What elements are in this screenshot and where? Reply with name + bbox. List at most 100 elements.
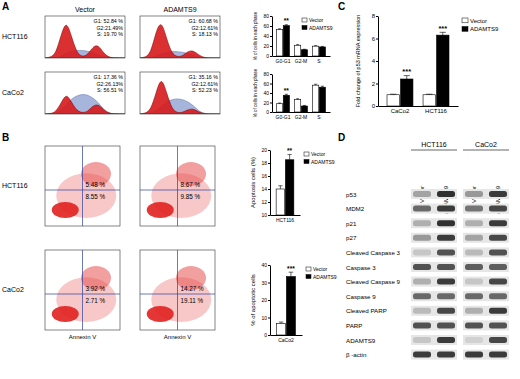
blot-band <box>489 322 507 328</box>
blot-band <box>465 352 483 358</box>
tick: 20 <box>261 147 270 153</box>
cell-line-header: CaCo2 <box>475 141 497 148</box>
tick: G2-M <box>295 58 308 64</box>
x-axis: CaCo2HCT116 <box>379 107 459 115</box>
blot-band <box>437 191 455 197</box>
row-label: CaCo2 <box>2 286 24 293</box>
blot-strip <box>463 189 509 199</box>
phase-stat: S: 56.51 % <box>97 87 123 93</box>
tick-label: G0-G1 <box>275 114 290 120</box>
tick: S <box>317 58 321 64</box>
tick-mark <box>268 150 270 151</box>
bar <box>437 35 449 106</box>
y-axis: 020406080 <box>263 13 272 59</box>
quadrant-line <box>140 190 215 191</box>
tick-label: 20 <box>261 297 267 303</box>
tick-label: 60 <box>263 81 269 87</box>
blot-strip <box>463 218 509 228</box>
histogram-frame <box>45 72 125 114</box>
histogram-marks <box>140 82 220 114</box>
axis-title: Annexin V <box>69 334 96 340</box>
blot-strip <box>463 277 509 287</box>
x-axis: CaCo2 <box>271 336 303 343</box>
bars <box>277 84 326 112</box>
tick-mark <box>268 215 270 216</box>
bar <box>276 189 284 215</box>
tick: 80 <box>263 13 272 19</box>
legend: VectorADAMTS9 <box>302 17 333 31</box>
axis-title: Annexin V <box>164 334 191 340</box>
tick-mark <box>268 176 270 177</box>
tick-label: HCT116 <box>425 108 448 114</box>
protein-label: Cleaved Caspase 3 <box>346 249 401 256</box>
protein-label: β -actin <box>346 351 367 358</box>
protein-label: Cleaved PARP <box>346 307 387 314</box>
blot-band <box>413 220 431 226</box>
blot-strip <box>463 350 509 360</box>
blot-band <box>489 293 507 299</box>
bar <box>387 95 399 106</box>
phase-stat: G1: 17.36 % <box>94 74 124 80</box>
quadrant-line <box>140 294 215 295</box>
legend-label: ADAMTS9 <box>313 274 337 280</box>
quadrant-line <box>82 250 83 330</box>
y-axis: 02468 <box>372 13 379 109</box>
blot-band <box>413 191 431 197</box>
legend: VectorADAMTS9 <box>462 18 499 33</box>
tick-mark <box>376 39 378 40</box>
blot-band <box>413 337 431 343</box>
error-bar <box>287 155 291 160</box>
error-bar <box>278 28 281 30</box>
tick: 12 <box>261 199 270 205</box>
phase-stat: G2:12.61% <box>191 25 218 31</box>
phase-stat: S: 19.70 % <box>97 31 123 37</box>
phase-stat: G1: 60.68 % <box>189 18 219 24</box>
histogram-marks <box>45 25 125 58</box>
tick: 30 <box>261 280 270 286</box>
blot-strip <box>411 189 457 199</box>
tick-mark <box>268 318 270 319</box>
tick: HCT116 <box>425 108 448 114</box>
x-axis: HCT116 <box>271 216 301 223</box>
blot-band <box>489 220 507 226</box>
bar <box>295 45 301 56</box>
tick-label: CaCo2 <box>278 337 294 343</box>
y-axis: 010203040 <box>261 262 270 338</box>
tick: 60 <box>263 23 272 29</box>
error-bar <box>404 76 410 79</box>
blot-band <box>413 264 431 270</box>
blot-strip <box>463 233 509 243</box>
blot-strip <box>411 233 457 243</box>
tick-label: S <box>317 114 321 120</box>
error-bar <box>321 86 324 88</box>
bar-chart: 020406080G0-G1G2-MS% of cells in each ph… <box>253 68 331 119</box>
tick: 40 <box>263 90 272 96</box>
panel-d-blot: HCT116VectorADAMTS9CaCo2VectorADAMTS9p53… <box>346 141 509 360</box>
flow-frame <box>140 146 215 226</box>
tick-mark <box>268 335 270 336</box>
legend-label: ADAMTS9 <box>311 159 335 165</box>
blot-band <box>437 293 455 299</box>
legend-swatch <box>462 18 468 23</box>
column-header: ADAMTS9 <box>163 6 196 13</box>
error-bar <box>285 94 288 95</box>
figure: ABCDVectorADAMTS9HCT116G1: 52.84 %G2:21.… <box>0 0 520 379</box>
bar <box>301 106 307 112</box>
tick-label: G2-M <box>295 114 308 120</box>
tick-label: 8 <box>372 13 376 19</box>
blot-band <box>413 206 431 212</box>
blot-band <box>413 279 431 285</box>
blot-strip <box>463 306 509 316</box>
protein-label: Caspase 3 <box>346 264 376 271</box>
quadrant-percent: 8.55 % <box>86 193 106 200</box>
tick-mark <box>268 300 270 301</box>
s-phase-area <box>45 94 125 114</box>
blot-band <box>465 293 483 299</box>
legend-swatch <box>462 27 468 32</box>
bar-chart: 020406080G0-G1G2-MS% of cells in each ph… <box>253 11 333 63</box>
blot-strip <box>411 262 457 272</box>
quadrant-line <box>177 250 178 330</box>
axis-line <box>270 266 271 336</box>
blot-strip <box>411 335 457 345</box>
error-bar <box>314 45 317 47</box>
